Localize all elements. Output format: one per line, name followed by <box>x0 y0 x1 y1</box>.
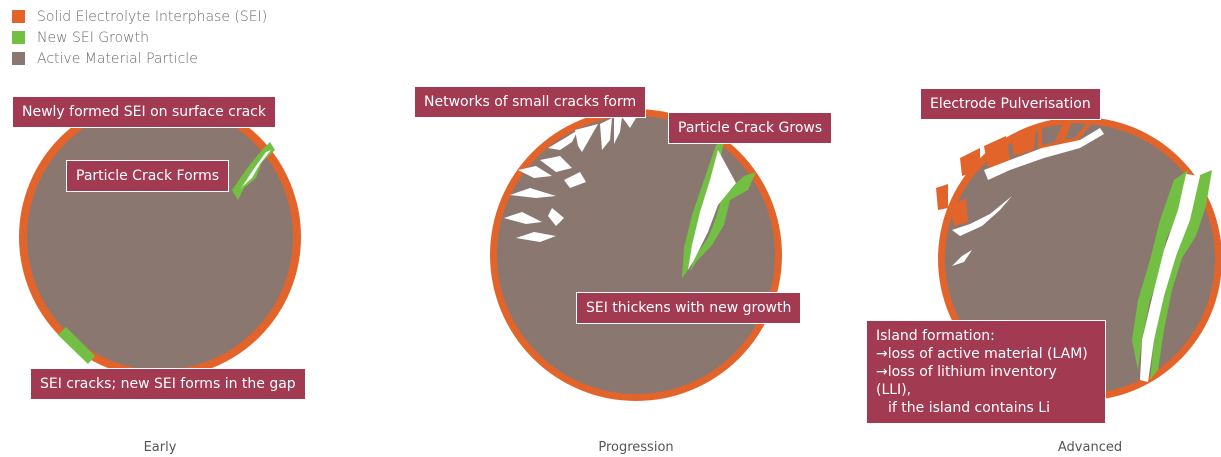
callout-new-sei-crack: Newly formed SEI on surface crack <box>12 96 276 128</box>
early-new-sei-gap <box>58 327 95 364</box>
callout-crack-networks: Networks of small cracks form <box>414 86 647 118</box>
legend-label: Solid Electrolyte Interphase (SEI) <box>37 8 268 25</box>
advanced-cracks <box>952 128 1104 266</box>
caption-advanced: Advanced <box>1057 440 1123 455</box>
advanced-new-sei-right <box>1150 170 1212 380</box>
advanced-main-crack <box>1140 174 1200 382</box>
callout-pulverisation: Electrode Pulverisation <box>920 88 1101 120</box>
legend-swatch-active-material <box>12 52 25 65</box>
caption-progression: Progression <box>598 440 674 455</box>
legend-item-active-material: Active Material Particle <box>12 48 267 69</box>
legend-swatch-new-sei <box>12 31 25 44</box>
island-line: →loss of lithium inventory (LLI), <box>876 364 1057 398</box>
legend-label: Active Material Particle <box>37 50 198 67</box>
legend-label: New SEI Growth <box>37 29 149 46</box>
legend-item-new-sei: New SEI Growth <box>12 27 267 48</box>
legend-swatch-sei <box>12 10 25 23</box>
callout-island-formation: Island formation: →loss of active materi… <box>866 320 1106 424</box>
progression-crack-network <box>504 117 636 242</box>
progression-active-material <box>497 116 775 394</box>
callout-sei-thickens: SEI thickens with new growth <box>576 292 802 324</box>
advanced-fragments <box>936 118 1094 226</box>
legend: Solid Electrolyte Interphase (SEI) New S… <box>12 6 267 69</box>
progression-particle <box>490 109 782 401</box>
island-line: Island formation: <box>876 328 995 344</box>
caption-early: Early <box>143 440 177 455</box>
callout-crack-forms: Particle Crack Forms <box>66 160 230 192</box>
callout-crack-grows: Particle Crack Grows <box>668 112 833 144</box>
island-line: if the island contains Li <box>888 400 1050 416</box>
legend-item-sei: Solid Electrolyte Interphase (SEI) <box>12 6 267 27</box>
early-particle <box>19 96 301 378</box>
callout-sei-cracks: SEI cracks; new SEI forms in the gap <box>30 368 306 400</box>
early-crack <box>240 150 271 190</box>
island-line: →loss of active material (LAM) <box>876 346 1088 362</box>
progression-main-crack <box>688 150 736 270</box>
progression-new-sei-crack-right <box>690 172 756 272</box>
